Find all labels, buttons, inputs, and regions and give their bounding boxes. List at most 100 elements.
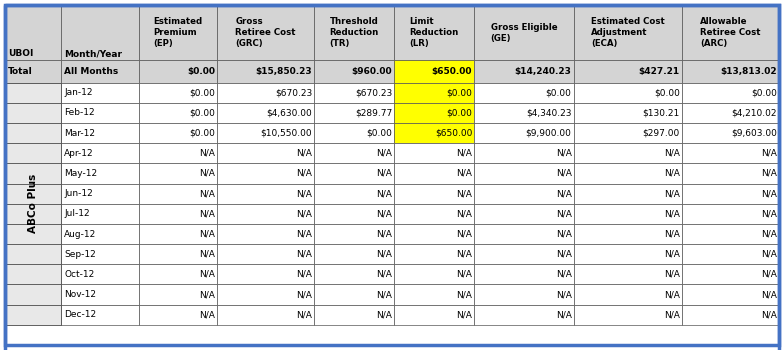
Text: N/A: N/A bbox=[556, 290, 572, 299]
Text: Estimated
Premium
(EP): Estimated Premium (EP) bbox=[154, 17, 202, 48]
Text: N/A: N/A bbox=[376, 290, 392, 299]
Text: N/A: N/A bbox=[556, 270, 572, 279]
Bar bbox=[314, 143, 394, 163]
Text: $130.21: $130.21 bbox=[642, 108, 680, 118]
Text: N/A: N/A bbox=[376, 230, 392, 238]
Text: N/A: N/A bbox=[664, 290, 680, 299]
Bar bbox=[682, 204, 779, 224]
Text: N/A: N/A bbox=[664, 250, 680, 259]
Bar bbox=[394, 224, 474, 244]
Bar bbox=[139, 264, 217, 285]
Text: Estimated Cost
Adjustment
(ECA): Estimated Cost Adjustment (ECA) bbox=[591, 17, 665, 48]
Bar bbox=[217, 5, 314, 61]
Bar bbox=[61, 244, 139, 264]
Bar bbox=[5, 184, 61, 204]
Bar bbox=[217, 285, 314, 304]
Bar bbox=[5, 163, 61, 184]
Bar bbox=[682, 285, 779, 304]
Bar bbox=[61, 204, 139, 224]
Bar bbox=[5, 83, 61, 103]
Text: ABCo Plus: ABCo Plus bbox=[28, 174, 38, 233]
Text: Gross Eligible
(GE): Gross Eligible (GE) bbox=[491, 23, 557, 43]
Text: $4,340.23: $4,340.23 bbox=[526, 108, 572, 118]
Text: N/A: N/A bbox=[456, 189, 472, 198]
Bar bbox=[394, 61, 474, 83]
Bar bbox=[474, 224, 574, 244]
Text: N/A: N/A bbox=[296, 209, 312, 218]
Text: N/A: N/A bbox=[376, 209, 392, 218]
Bar bbox=[394, 285, 474, 304]
Text: UBOI: UBOI bbox=[8, 49, 34, 58]
Text: N/A: N/A bbox=[556, 169, 572, 178]
Bar bbox=[5, 204, 61, 224]
Text: N/A: N/A bbox=[664, 189, 680, 198]
Text: N/A: N/A bbox=[664, 310, 680, 319]
Text: N/A: N/A bbox=[761, 230, 777, 238]
Text: N/A: N/A bbox=[664, 209, 680, 218]
Bar bbox=[394, 163, 474, 184]
Bar bbox=[574, 244, 682, 264]
Text: $0.00: $0.00 bbox=[189, 88, 215, 97]
Text: Dec-12: Dec-12 bbox=[64, 310, 96, 319]
Text: N/A: N/A bbox=[296, 270, 312, 279]
Text: $650.00: $650.00 bbox=[432, 67, 472, 76]
Text: $4,630.00: $4,630.00 bbox=[267, 108, 312, 118]
Bar bbox=[139, 244, 217, 264]
Bar bbox=[314, 204, 394, 224]
Bar bbox=[394, 304, 474, 325]
Bar bbox=[574, 143, 682, 163]
Text: Limit
Reduction
(LR): Limit Reduction (LR) bbox=[409, 17, 459, 48]
Bar bbox=[5, 285, 61, 304]
Bar bbox=[217, 224, 314, 244]
Bar bbox=[217, 83, 314, 103]
Text: N/A: N/A bbox=[664, 270, 680, 279]
Text: $13,813.02: $13,813.02 bbox=[720, 67, 777, 76]
Text: N/A: N/A bbox=[556, 149, 572, 158]
Text: $0.00: $0.00 bbox=[189, 108, 215, 118]
Bar bbox=[574, 5, 682, 61]
Bar bbox=[139, 61, 217, 83]
Bar bbox=[574, 184, 682, 204]
Bar bbox=[139, 103, 217, 123]
Text: N/A: N/A bbox=[556, 189, 572, 198]
Text: N/A: N/A bbox=[456, 209, 472, 218]
Text: N/A: N/A bbox=[761, 149, 777, 158]
Bar bbox=[314, 61, 394, 83]
Bar bbox=[682, 5, 779, 61]
Text: Total: Total bbox=[8, 67, 33, 76]
Text: Jun-12: Jun-12 bbox=[64, 189, 93, 198]
Text: N/A: N/A bbox=[199, 230, 215, 238]
Text: $0.00: $0.00 bbox=[189, 129, 215, 138]
Bar bbox=[139, 163, 217, 184]
Bar bbox=[314, 285, 394, 304]
Bar bbox=[314, 304, 394, 325]
Text: Jan-12: Jan-12 bbox=[64, 88, 93, 97]
Text: Month/Year: Month/Year bbox=[64, 49, 122, 58]
Text: N/A: N/A bbox=[556, 310, 572, 319]
Text: Oct-12: Oct-12 bbox=[64, 270, 94, 279]
Text: N/A: N/A bbox=[199, 149, 215, 158]
Text: N/A: N/A bbox=[376, 310, 392, 319]
Text: $670.23: $670.23 bbox=[275, 88, 312, 97]
Bar bbox=[5, 304, 61, 325]
Bar bbox=[682, 244, 779, 264]
Text: N/A: N/A bbox=[456, 310, 472, 319]
Bar bbox=[217, 143, 314, 163]
Text: N/A: N/A bbox=[664, 169, 680, 178]
Bar bbox=[314, 224, 394, 244]
Bar bbox=[474, 103, 574, 123]
Text: $960.00: $960.00 bbox=[351, 67, 392, 76]
Bar bbox=[682, 163, 779, 184]
Bar bbox=[682, 184, 779, 204]
Text: $289.77: $289.77 bbox=[355, 108, 392, 118]
Text: N/A: N/A bbox=[456, 270, 472, 279]
Bar bbox=[61, 184, 139, 204]
Text: N/A: N/A bbox=[761, 169, 777, 178]
Text: $0.00: $0.00 bbox=[446, 88, 472, 97]
Bar bbox=[474, 143, 574, 163]
Text: N/A: N/A bbox=[556, 209, 572, 218]
Text: N/A: N/A bbox=[456, 169, 472, 178]
Text: N/A: N/A bbox=[296, 149, 312, 158]
Text: N/A: N/A bbox=[376, 270, 392, 279]
Bar bbox=[61, 61, 139, 83]
